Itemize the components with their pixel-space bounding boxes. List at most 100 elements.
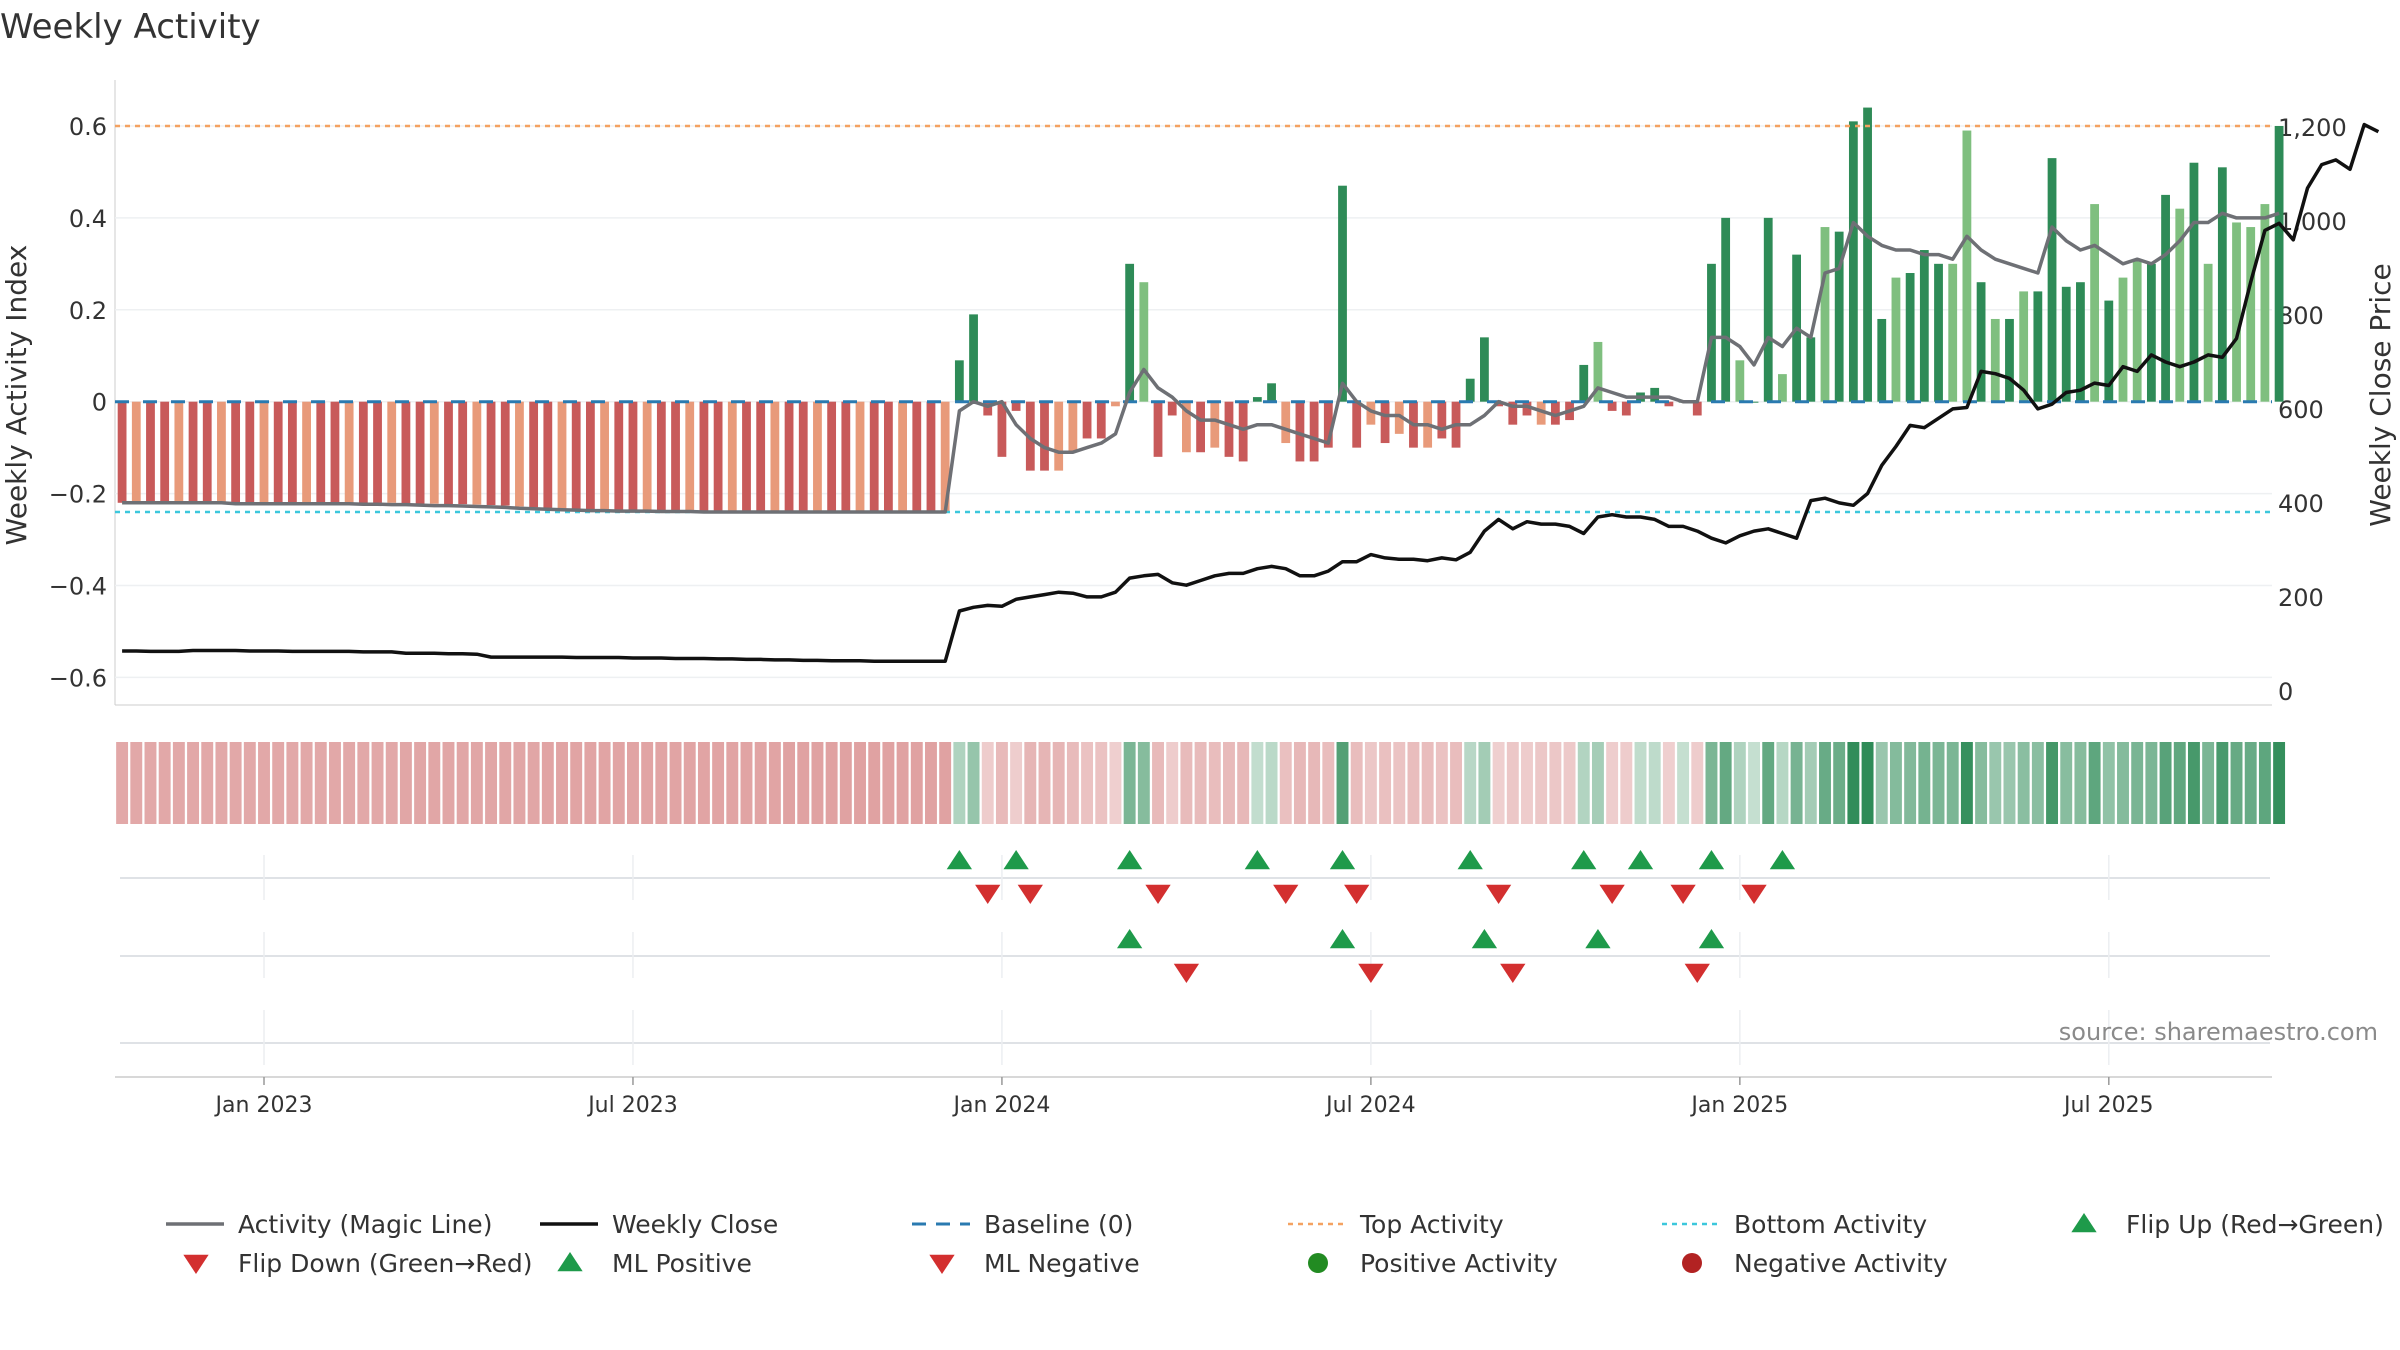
strip-cell xyxy=(1052,742,1065,824)
strip-cell xyxy=(2244,742,2257,824)
strip-cell xyxy=(1535,742,1548,824)
strip-cell xyxy=(1208,742,1221,824)
strip-cell xyxy=(201,742,214,824)
strip-cell xyxy=(953,742,966,824)
activity-bar xyxy=(529,401,539,508)
strip-cell xyxy=(2031,742,2044,824)
activity-bar xyxy=(940,401,950,512)
activity-bar xyxy=(1863,107,1872,402)
flip-up-marker xyxy=(946,850,973,870)
activity-bar xyxy=(117,401,127,503)
activity-bar xyxy=(1153,401,1163,457)
activity-bar xyxy=(628,401,638,511)
x-tick-label: Jan 2024 xyxy=(951,1093,1050,1118)
y2-tick-label: 0 xyxy=(2278,678,2293,706)
activity-bar xyxy=(770,401,780,512)
flip-down-marker xyxy=(1670,884,1696,904)
activity-bar xyxy=(1338,185,1347,402)
y2-axis-label: Weekly Close Price xyxy=(2364,263,2397,526)
activity-bar xyxy=(1380,401,1390,444)
strip-cell xyxy=(655,742,668,824)
activity-bar xyxy=(1111,401,1120,407)
weekly-close-line xyxy=(122,122,2380,664)
legend-label: Activity (Magic Line) xyxy=(238,1210,492,1239)
strip-cell xyxy=(1748,742,1760,824)
strip-cell xyxy=(1889,742,1902,824)
activity-bar xyxy=(1707,263,1716,402)
activity-bar xyxy=(756,401,766,512)
strip-cell xyxy=(1904,742,1917,824)
strip-cell xyxy=(229,742,242,824)
strip-cell xyxy=(1393,742,1406,824)
strip-cell xyxy=(1932,742,1945,824)
strip-cell xyxy=(116,742,129,824)
activity-bar xyxy=(1167,401,1177,416)
activity-bar xyxy=(472,401,482,505)
legend-swatch xyxy=(929,1254,955,1274)
activity-bar xyxy=(983,401,993,416)
strip-cell xyxy=(584,742,597,824)
activity-bar xyxy=(2246,227,2256,402)
activity-bar xyxy=(1352,401,1362,448)
activity-bar xyxy=(2019,291,2029,402)
strip-cell xyxy=(527,742,540,824)
activity-bar xyxy=(827,401,837,512)
activity-bar xyxy=(217,401,226,503)
activity-bar xyxy=(614,401,624,510)
strip-cell xyxy=(2003,742,2016,824)
strip-cell xyxy=(1691,742,1704,824)
strip-cell xyxy=(1762,742,1775,824)
activity-bar xyxy=(273,401,283,503)
legend-swatch xyxy=(557,1252,583,1272)
ml-positive-marker xyxy=(1698,929,1725,949)
strip-cell xyxy=(2230,742,2243,824)
activity-bar xyxy=(1721,217,1731,402)
strip-cell xyxy=(2060,742,2073,824)
activity-bar xyxy=(671,401,680,511)
strip-cell xyxy=(1152,742,1164,824)
legend-label: ML Negative xyxy=(984,1249,1140,1278)
y-tick-label: 0 xyxy=(92,389,107,417)
strip-cell xyxy=(1024,742,1037,824)
activity-bar xyxy=(926,401,936,512)
activity-bar xyxy=(1848,121,1858,402)
activity-bar xyxy=(302,401,311,503)
legend-label: Bottom Activity xyxy=(1734,1210,1927,1239)
strip-cell xyxy=(1081,742,1094,824)
legend-swatch xyxy=(183,1254,209,1274)
strip-cell xyxy=(669,742,682,824)
strip-cell xyxy=(1591,742,1604,824)
activity-bar xyxy=(813,401,822,512)
strip-cell xyxy=(371,742,384,824)
flip-down-marker xyxy=(1599,884,1625,904)
activity-bar xyxy=(969,314,978,402)
activity-bar xyxy=(2175,208,2185,402)
strip-cell xyxy=(1819,742,1831,824)
strip-cell xyxy=(1946,742,1959,824)
strip-cell xyxy=(456,742,469,824)
strip-cell xyxy=(768,742,781,824)
activity-bar xyxy=(727,401,737,512)
legend-label: Top Activity xyxy=(1359,1210,1504,1239)
strip-cell xyxy=(1705,742,1718,824)
activity-bar xyxy=(1011,401,1021,411)
activity-bar xyxy=(1238,401,1248,462)
strip-cell xyxy=(2145,742,2158,824)
activity-bar xyxy=(2104,300,2114,402)
strip-cell xyxy=(1308,742,1321,824)
strip-cell xyxy=(1237,742,1250,824)
activity-bar xyxy=(1480,337,1489,402)
activity-bar xyxy=(1621,401,1631,416)
activity-bar xyxy=(1905,273,1915,402)
activity-bar xyxy=(259,401,269,503)
strip-cell xyxy=(1677,742,1690,824)
legend-label: Negative Activity xyxy=(1734,1249,1948,1278)
strip-cell xyxy=(612,742,625,824)
activity-bar xyxy=(1267,383,1276,402)
activity-bar xyxy=(373,401,382,503)
flip-up-marker xyxy=(1457,850,1483,870)
activity-bar xyxy=(1934,263,1943,402)
x-tick-label: Jan 2025 xyxy=(1689,1093,1788,1118)
strip-cell xyxy=(1279,742,1292,824)
